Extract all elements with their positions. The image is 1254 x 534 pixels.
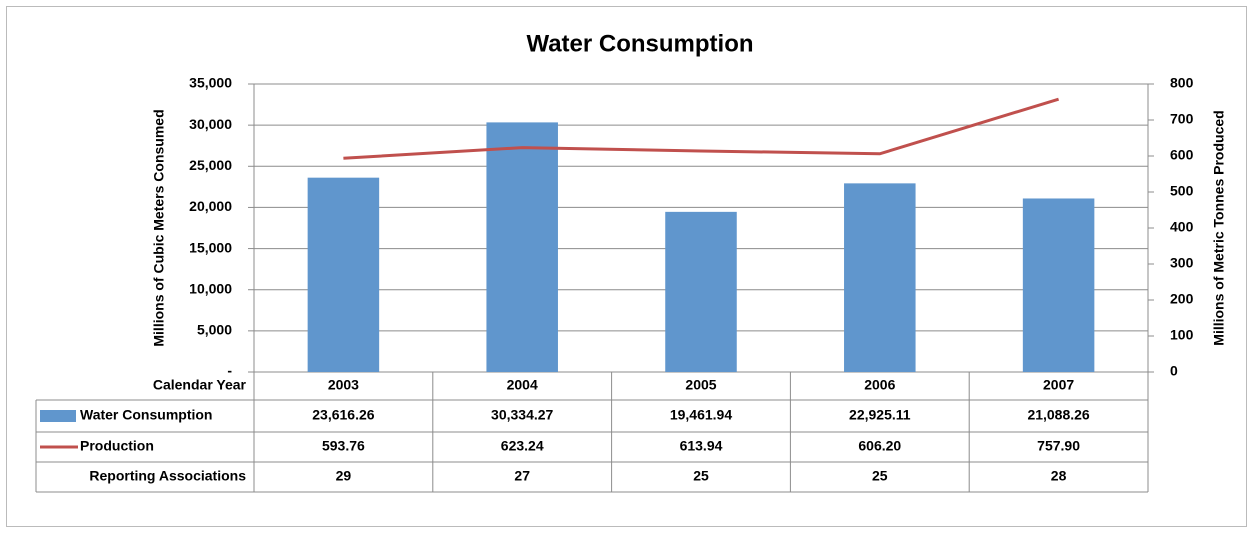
table-cell: 22,925.11	[849, 407, 911, 423]
table-cell: 29	[336, 468, 352, 484]
table-cell: 623.24	[501, 438, 544, 454]
y2-tick-label: 500	[1170, 183, 1194, 199]
table-cell: 593.76	[322, 438, 365, 454]
y2-tick-label: 600	[1170, 147, 1194, 163]
y-tick-label: 5,000	[197, 322, 232, 338]
table-cell: 30,334.27	[491, 407, 553, 423]
x-axis-title: Calendar Year	[153, 377, 247, 393]
chart-title: Water Consumption	[526, 30, 753, 57]
x-tick-label: 2007	[1043, 377, 1074, 393]
y-tick-label: 35,000	[189, 75, 232, 91]
bar	[665, 211, 737, 372]
bar	[844, 183, 916, 372]
legend-label: Production	[80, 438, 154, 454]
x-tick-label: 2005	[685, 377, 716, 393]
y-tick-label: 15,000	[189, 239, 232, 255]
y-tick-label: 25,000	[189, 157, 232, 173]
line	[343, 97, 1060, 160]
bar	[486, 122, 558, 372]
bar	[1022, 198, 1095, 372]
y-tick-label: 10,000	[189, 280, 232, 296]
table-cell: 21,088.26	[1027, 407, 1089, 423]
y2-axis-title: Millions of Metric Tonnes Produced	[1211, 110, 1227, 345]
y2-tick-label: 100	[1170, 327, 1194, 343]
x-tick-label: 2003	[328, 377, 359, 393]
y-axis-title: Millions of Cubic Meters Consumed	[151, 109, 167, 346]
y2-tick-label: 700	[1170, 111, 1194, 127]
y-tick-label: -	[227, 363, 232, 379]
y-tick-label: 20,000	[189, 198, 232, 214]
y2-tick-label: 800	[1170, 75, 1194, 91]
y2-tick-label: 400	[1170, 219, 1194, 235]
y2-tick-label: 300	[1170, 255, 1194, 271]
legend-swatch	[40, 410, 76, 422]
bar	[307, 177, 380, 372]
legend-label: Water Consumption	[80, 407, 212, 423]
y2-tick-label: 0	[1170, 363, 1178, 379]
table-cell: 25	[872, 468, 888, 484]
table-cell: 28	[1051, 468, 1067, 484]
y2-tick-label: 200	[1170, 291, 1194, 307]
table-cell: 23,616.26	[312, 407, 374, 423]
table-cell: 606.20	[858, 438, 901, 454]
table-cell: 25	[693, 468, 709, 484]
table-cell: 19,461.94	[670, 407, 732, 423]
y-tick-label: 30,000	[189, 116, 232, 132]
table-cell: 757.90	[1037, 438, 1080, 454]
x-tick-label: 2006	[864, 377, 895, 393]
table-cell: 27	[514, 468, 530, 484]
x-tick-label: 2004	[507, 377, 538, 393]
table-row-label: Reporting Associations	[89, 468, 246, 484]
table-cell: 613.94	[680, 438, 723, 454]
